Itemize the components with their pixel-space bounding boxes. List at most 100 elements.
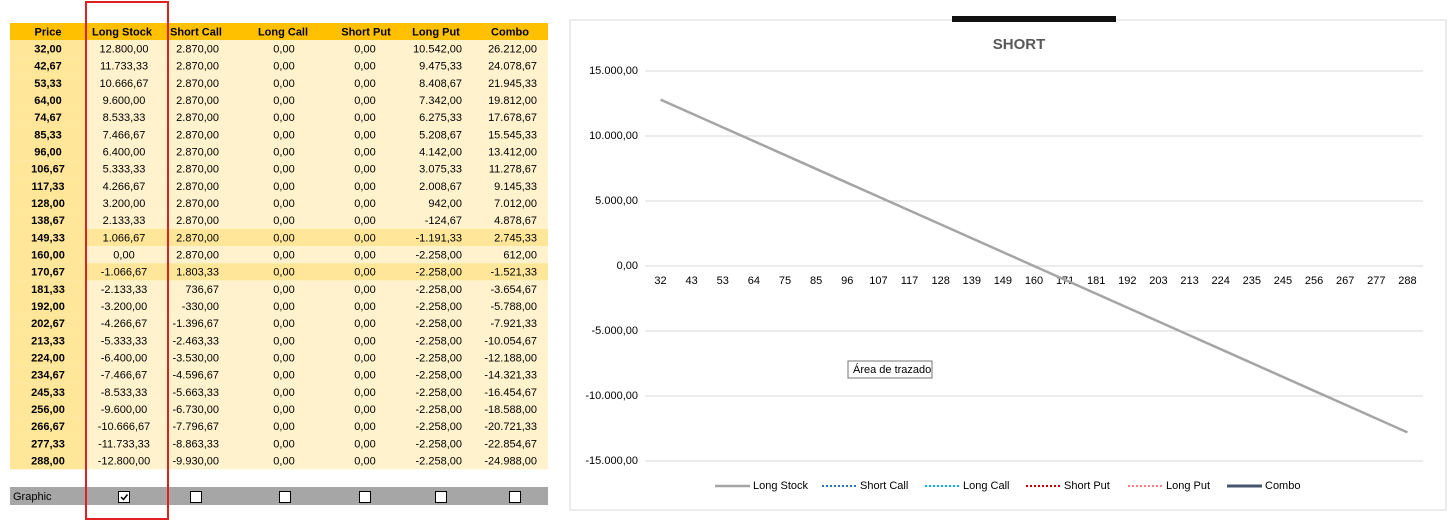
cell: 5.333,33: [103, 164, 146, 176]
cell: 245,33: [31, 387, 65, 399]
cell: 0,00: [354, 164, 375, 176]
cell: 5.208,67: [419, 129, 462, 141]
cell: 117,33: [31, 181, 64, 193]
cell: 0,00: [354, 95, 375, 107]
x-tick-label: 139: [963, 275, 981, 287]
cell: -1.066,67: [101, 267, 147, 279]
cell: 224,00: [31, 353, 65, 365]
cell: 3.075,33: [419, 164, 462, 176]
tooltip-text: Área de trazado: [853, 363, 931, 376]
row-bg: [10, 297, 548, 315]
checkbox[interactable]: [279, 491, 291, 503]
checkbox[interactable]: [509, 491, 521, 503]
row-bg: [10, 434, 548, 453]
cell: 0,00: [273, 61, 294, 73]
cell: -7.921,33: [491, 318, 537, 330]
cell: -9.930,00: [173, 456, 219, 468]
x-tick-label: 85: [810, 275, 822, 287]
price-bg: [10, 417, 86, 435]
cell: -330,00: [182, 301, 219, 313]
cell: -3.530,00: [173, 353, 219, 365]
cell: 0,00: [354, 370, 375, 382]
cell: 1.066,67: [103, 232, 146, 244]
column-header: Long Put: [412, 26, 460, 38]
cell: 202,67: [31, 318, 65, 330]
cell: 0,00: [273, 215, 294, 227]
cell: 1.803,33: [176, 267, 219, 279]
cell: -7.466,67: [101, 370, 147, 382]
cell: 85,33: [34, 129, 62, 141]
cell: 0,00: [113, 250, 134, 262]
row-bg: [10, 400, 548, 418]
cell: 0,00: [354, 335, 375, 347]
cell: 53,33: [34, 78, 62, 90]
cell: 13.412,00: [488, 147, 537, 159]
cell: 0,00: [354, 198, 375, 210]
cell: -5.788,00: [491, 301, 537, 313]
cell: 19.812,00: [488, 95, 537, 107]
chart-panel: [569, 19, 1447, 511]
cell: 0,00: [354, 318, 375, 330]
cell: 2.745,33: [494, 232, 537, 244]
cell: -5.333,33: [101, 335, 147, 347]
cell: 0,00: [354, 267, 375, 279]
cell: 2.870,00: [176, 78, 219, 90]
cell: -3.200,00: [101, 301, 147, 313]
price-bg: [10, 211, 86, 229]
x-tick-label: 64: [748, 275, 760, 287]
cell: 277,33: [31, 438, 65, 450]
cell: 0,00: [273, 198, 294, 210]
cell: 0,00: [273, 129, 294, 141]
cell: 0,00: [354, 353, 375, 365]
cell: 7.342,00: [419, 95, 462, 107]
price-bg: [10, 194, 86, 212]
price-bg: [10, 366, 86, 384]
cell: 0,00: [354, 421, 375, 433]
cell: 0,00: [273, 164, 294, 176]
row-bg: [10, 143, 548, 161]
cell: 0,00: [354, 301, 375, 313]
cell: 26.212,00: [488, 43, 537, 55]
checkbox[interactable]: [435, 491, 447, 503]
x-tick-label: 213: [1180, 275, 1198, 287]
row-bg: [10, 40, 548, 58]
cell: 3.200,00: [103, 198, 146, 210]
cell: 6.400,00: [103, 147, 146, 159]
cell: -2.463,33: [173, 335, 219, 347]
chart-handle: [952, 16, 1116, 22]
x-tick-label: 107: [869, 275, 887, 287]
cell: 2.008,67: [419, 181, 462, 193]
price-bg: [10, 40, 86, 58]
cell: 0,00: [273, 438, 294, 450]
price-bg: [10, 434, 86, 453]
cell: 2.870,00: [176, 95, 219, 107]
checkbox[interactable]: [118, 491, 130, 503]
price-bg: [10, 125, 86, 144]
x-tick-label: 277: [1367, 275, 1385, 287]
cell: 0,00: [354, 78, 375, 90]
y-tick-label: -15.000,00: [585, 455, 638, 467]
cell: 942,00: [428, 198, 462, 210]
price-bg: [10, 314, 86, 332]
column-header: Long Stock: [92, 26, 153, 38]
cell: 106,67: [31, 164, 65, 176]
cell: 2.870,00: [176, 43, 219, 55]
cell: 24.078,67: [488, 61, 537, 73]
x-tick-label: 149: [994, 275, 1012, 287]
cell: -22.854,67: [484, 438, 537, 450]
checkbox[interactable]: [359, 491, 371, 503]
cell: 0,00: [354, 129, 375, 141]
x-tick-label: 203: [1149, 275, 1167, 287]
row-bg: [10, 194, 548, 212]
row-bg: [10, 108, 548, 126]
legend-label: Short Put: [1064, 480, 1110, 492]
cell: 17.678,67: [488, 112, 537, 124]
checkbox[interactable]: [190, 491, 202, 503]
price-bg: [10, 143, 86, 161]
cell: 74,67: [34, 112, 62, 124]
cell: 138,67: [31, 215, 65, 227]
x-tick-label: 267: [1336, 275, 1354, 287]
cell: 10.542,00: [413, 43, 462, 55]
cell: -8.533,33: [101, 387, 147, 399]
cell: 0,00: [354, 147, 375, 159]
